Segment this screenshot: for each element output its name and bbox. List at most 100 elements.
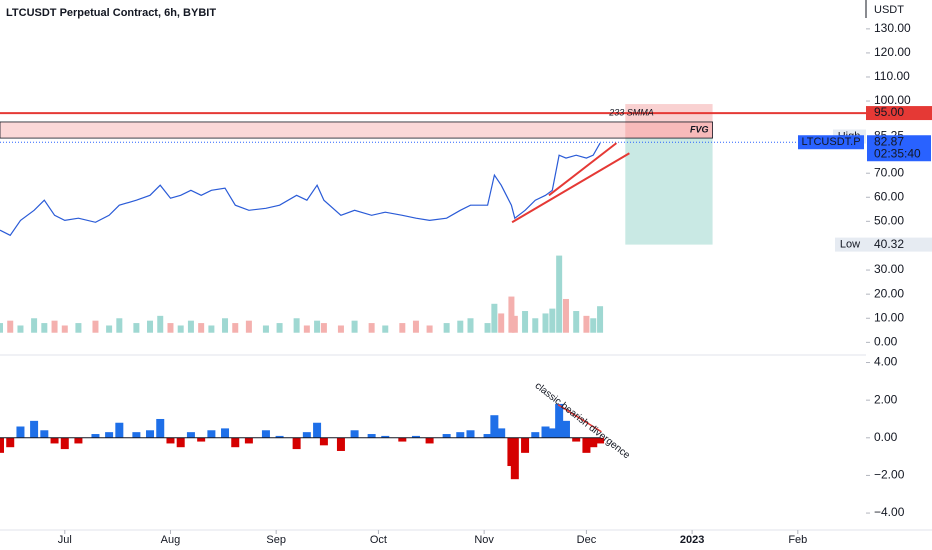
y-tick-label: 30.00	[874, 262, 904, 276]
oscillator-bar	[521, 437, 530, 453]
volume-bar	[583, 315, 590, 333]
smma-label: 233 SMMA	[608, 107, 654, 117]
oscillator-bar	[132, 432, 141, 438]
x-tick-label: Oct	[370, 534, 387, 546]
x-tick-label: Nov	[474, 534, 494, 546]
oscillator-bar	[367, 434, 376, 438]
oscillator-bar	[582, 437, 591, 453]
y-tick-label: 10.00	[874, 310, 904, 324]
oscillator-bar	[319, 437, 328, 446]
oscillator-bar	[115, 422, 124, 438]
x-tick-label: Dec	[577, 534, 597, 546]
oscillator-bar	[466, 430, 475, 438]
last-price-box	[867, 135, 931, 162]
oscillator-bar	[381, 435, 390, 438]
oscillator-bar	[425, 437, 434, 444]
volume-bar	[467, 318, 474, 333]
low-text: Low	[840, 239, 860, 251]
oscillator-bar	[313, 422, 322, 438]
oscillator-bar	[541, 426, 550, 438]
volume-bar	[75, 323, 82, 333]
volume-bar	[368, 323, 375, 333]
oscillator-bar	[50, 437, 59, 444]
low-price: 40.32	[874, 237, 904, 251]
volume-bar	[522, 311, 529, 333]
y-tick-label: 0.00	[874, 430, 898, 444]
x-tick-label: Sep	[266, 534, 286, 546]
oscillator-bar	[442, 434, 451, 438]
oscillator-bar	[261, 430, 270, 438]
oscillator-bar	[30, 420, 39, 438]
volume-bar	[245, 320, 252, 333]
oscillator-bar	[6, 437, 15, 448]
oscillator-bar	[186, 432, 195, 438]
oscillator-bar	[0, 437, 4, 453]
volume-bar	[31, 318, 38, 333]
volume-bar	[508, 296, 515, 333]
volume-bar	[293, 318, 300, 333]
volume-bar	[41, 323, 48, 333]
oscillator-bar	[336, 437, 345, 451]
volume-bar	[382, 325, 389, 333]
low-price-box	[866, 237, 932, 252]
volume-bar	[597, 306, 604, 333]
volume-bar	[167, 323, 174, 333]
y-tick-label: 60.00	[874, 189, 904, 203]
oscillator-bar	[510, 437, 519, 480]
volume-bar	[106, 325, 113, 333]
oscillator-bar	[589, 437, 598, 448]
volume-bar	[232, 323, 239, 333]
oscillator-bar	[156, 418, 165, 438]
x-tick-label: Aug	[161, 534, 181, 546]
volume-bar	[412, 320, 419, 333]
volume-bar	[198, 323, 205, 333]
volume-bar	[573, 311, 580, 333]
low-box	[835, 237, 866, 252]
oscillator-bar	[483, 434, 492, 438]
volume-bar	[133, 323, 140, 333]
x-tick-label: 2023	[680, 534, 704, 546]
y-tick-label: 0.00	[874, 335, 898, 349]
oscillator-bar	[16, 426, 25, 438]
volume-bar	[399, 323, 406, 333]
oscillator-bar	[561, 420, 570, 438]
volume-bar	[314, 320, 321, 333]
volume-bar	[320, 323, 327, 333]
oscillator-bar	[176, 437, 185, 448]
volume-bar	[157, 315, 164, 333]
volume-bar	[426, 325, 433, 333]
volume-bar	[177, 325, 184, 333]
volume-bar	[443, 323, 450, 333]
volume-bar	[303, 325, 310, 333]
volume-bar	[7, 320, 14, 333]
divergence-label: classic bearish divergence	[533, 380, 633, 461]
oscillator-bar	[105, 432, 114, 438]
y-tick-label: 50.00	[874, 213, 904, 227]
volume-bar	[491, 303, 498, 333]
oscillator-bar	[411, 435, 420, 438]
volume-bar	[351, 320, 358, 333]
volume-bar	[511, 315, 518, 333]
symbol-box	[798, 135, 864, 150]
oscillator-bar	[207, 430, 216, 438]
countdown: 02:35:40	[874, 146, 921, 160]
chart-title: LTCUSDT Perpetual Contract, 6h, BYBIT	[6, 7, 216, 19]
oscillator-bar	[231, 437, 240, 448]
trendline	[548, 142, 618, 197]
oscillator-bar	[166, 437, 175, 444]
oscillator-bar	[531, 432, 540, 438]
y-tick-label: 110.00	[874, 69, 910, 83]
y-tick-label: 70.00	[874, 165, 904, 179]
volume-bar	[0, 323, 3, 333]
oscillator-bar	[197, 437, 206, 442]
oscillator-bar	[398, 437, 407, 442]
oscillator-bar	[350, 430, 359, 438]
oscillator-bar	[497, 428, 506, 438]
volume-bar	[542, 313, 549, 333]
oscillator-bar	[548, 428, 557, 438]
volume-bar	[498, 313, 505, 333]
volume-bar	[51, 320, 58, 333]
volume-bar	[549, 308, 556, 333]
oscillator-bar	[146, 430, 155, 438]
